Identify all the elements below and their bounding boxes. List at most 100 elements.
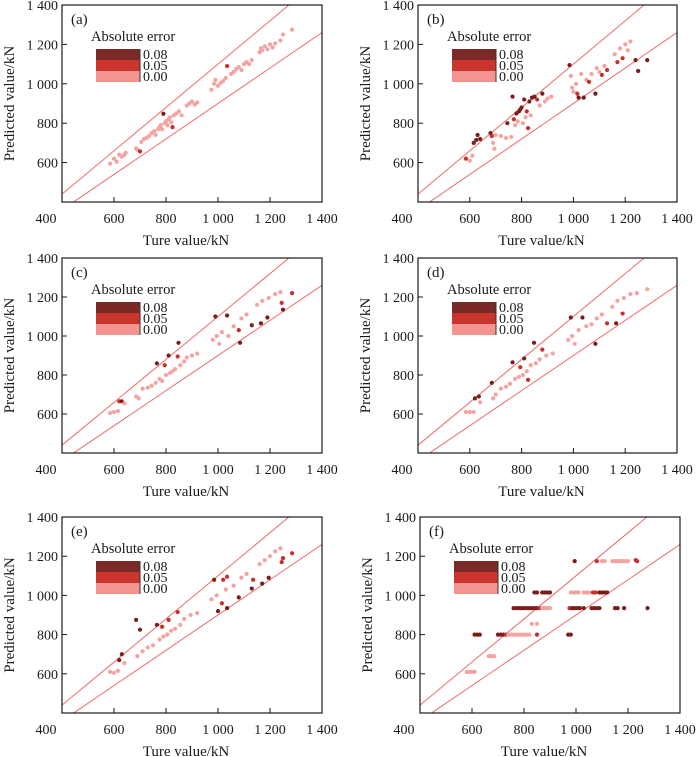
data-point [145,385,150,390]
data-point [597,69,602,75]
data-point [249,323,254,328]
data-point [278,38,283,43]
data-point [550,351,555,356]
data-point [166,353,171,358]
data-point [635,559,640,564]
data-point [568,73,573,79]
plot-frame [61,257,323,454]
data-point [471,140,476,145]
data-point [182,359,187,364]
data-point [251,577,256,582]
x-tick-label: 600 [462,723,483,738]
data-point [223,587,228,592]
data-point [262,44,267,49]
y-tick-label: 600 [393,408,414,423]
data-point [265,47,270,52]
data-point [188,612,193,618]
panel-label: (a) [71,12,88,28]
data-point [531,340,537,345]
data-point [236,64,241,70]
data-point [489,133,494,139]
data-point [140,386,145,391]
x-tick-label: 600 [104,212,125,227]
x-tick-label: 800 [511,463,532,478]
x-tick-label: 800 [156,212,177,227]
legend-title: Absolute error [91,29,175,45]
y-axis-title: Predicted value/kN [360,557,376,673]
data-point [615,60,620,65]
y-tick-label: 600 [393,157,414,172]
panel-label: (d) [427,265,445,281]
data-point [498,133,503,139]
data-point [169,120,174,125]
data-point [518,365,523,370]
data-point [523,115,528,120]
data-point [599,312,604,317]
data-point [533,361,538,366]
x-tick-label: 800 [511,212,532,227]
data-point [571,89,576,94]
x-axis-title: Ture value/kN [501,744,588,757]
data-point [209,597,214,602]
data-point [123,150,128,155]
data-point [145,645,150,650]
data-point [477,632,482,637]
reference-line-lower [72,544,322,713]
x-tick-label: 800 [156,723,177,738]
data-point [622,606,627,611]
data-point [493,132,498,138]
y-tick-label: 1 400 [385,511,417,526]
data-point [236,595,241,600]
data-point [602,559,607,564]
x-tick-label: 400 [36,212,57,227]
panel-a: 400 600 800 1 000 1 200 1 400 600 800 1 000 1 200… [2,0,338,249]
legend: Absolute error 0.080.050.00 [91,541,175,597]
data-point [111,670,117,675]
data-point [467,158,472,163]
panel-d: 400 600 800 1 000 1 200 1 400 600 800 1 000 1 200… [358,252,693,500]
data-point [122,660,127,666]
legend-swatch [452,60,496,71]
legend-swatch [454,572,498,583]
data-point [527,99,532,104]
data-points [463,287,650,415]
legend-value: 0.00 [143,70,168,85]
data-point [503,384,509,389]
data-point [566,337,571,342]
legend: Absolute error 0.080.050.00 [91,29,175,85]
data-point [137,149,143,154]
data-point [525,377,531,382]
legend-swatch [452,324,496,335]
legend-value: 0.08 [499,301,524,316]
plot-frame [417,257,678,454]
data-point [262,558,267,563]
y-tick-label: 1 400 [27,0,59,14]
data-point [290,27,295,32]
data-point [119,652,124,657]
data-point [620,311,625,316]
x-tick-label: 1 400 [664,723,696,738]
x-tick-label: 400 [392,463,413,478]
data-point [528,113,533,118]
data-point [615,606,620,611]
y-tick-label: 1 400 [27,511,59,526]
data-point [179,113,184,118]
data-point [249,586,254,591]
data-point [161,111,166,116]
data-point [537,103,542,108]
plot-frame [61,516,323,714]
legend-title: Absolute error [449,541,533,557]
data-point [467,409,472,415]
data-point [589,71,594,77]
data-points [108,27,295,166]
x-tick-label: 1 200 [254,723,286,738]
reference-line-upper [420,517,648,706]
data-point [625,559,631,564]
data-point [594,316,599,321]
x-tick-label: 1 400 [661,463,693,478]
x-tick-label: 600 [459,463,480,478]
data-point [568,632,573,637]
data-point [547,590,553,595]
data-point [579,71,584,77]
data-point [513,376,518,381]
